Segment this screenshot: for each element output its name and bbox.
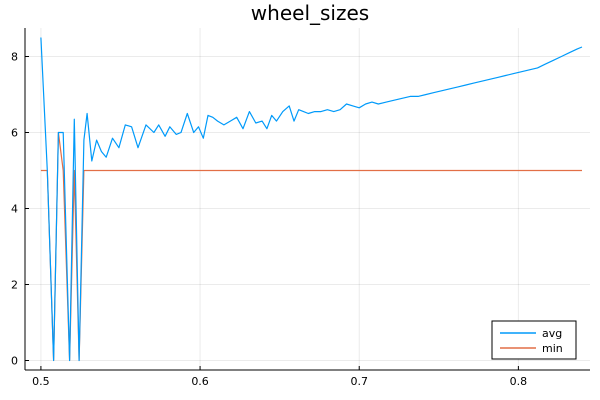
legend-label-min: min	[542, 342, 563, 355]
y-tick-label: 2	[11, 279, 18, 292]
y-axis-ticks: 0 2 4 6 8	[11, 51, 29, 368]
series-line-avg	[40, 37, 583, 362]
y-tick-label: 0	[11, 355, 18, 368]
x-tick-label: 0.6	[191, 375, 209, 388]
x-axis-ticks: 0.5 0.6 0.7 0.8	[32, 366, 527, 388]
gridlines	[25, 28, 590, 370]
x-tick-label: 0.8	[510, 375, 528, 388]
y-tick-label: 4	[11, 203, 18, 216]
y-tick-label: 6	[11, 127, 18, 140]
legend: avg min	[491, 320, 577, 360]
legend-box	[491, 320, 577, 360]
legend-label-avg: avg	[542, 327, 562, 340]
series-lines	[40, 37, 583, 362]
x-tick-label: 0.5	[32, 375, 50, 388]
chart-title: wheel_sizes	[251, 1, 369, 25]
y-tick-label: 8	[11, 51, 18, 64]
x-tick-label: 0.7	[350, 375, 368, 388]
